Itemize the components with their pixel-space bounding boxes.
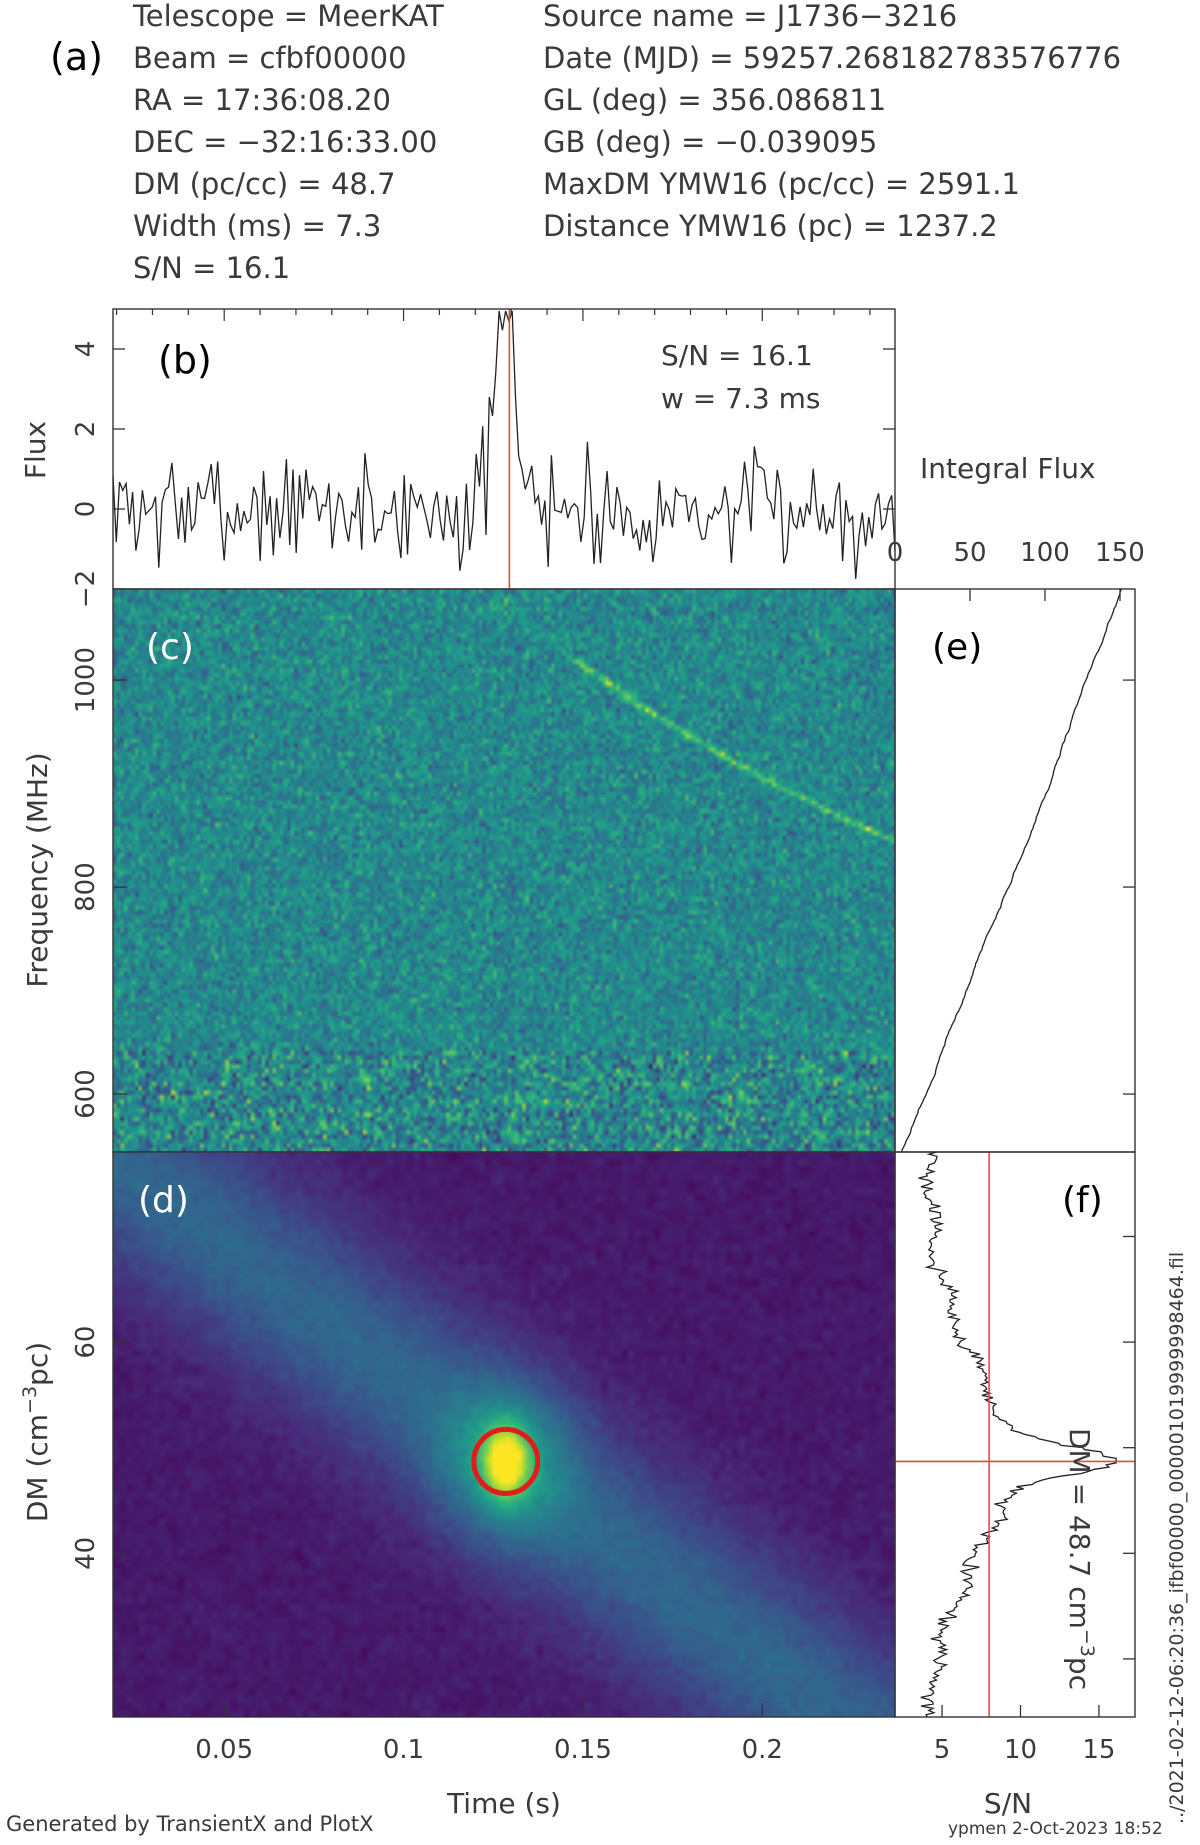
xlabel-snr: S/N: [984, 1787, 1032, 1820]
snr-dm-panel: 5 10 15 (f) DM = 48.7 cm−3pc S/N: [894, 1151, 1136, 1820]
ylabel-dm-end: pc): [21, 1342, 54, 1386]
annotation-dm-end: pc: [1063, 1657, 1096, 1690]
panel-label-a: (a): [50, 35, 103, 79]
panel-label-e: (e): [932, 627, 982, 668]
snr-xtick-label: 10: [1004, 1735, 1037, 1765]
dynamic-spectrum-heatmap: [113, 589, 895, 1152]
header-distance: Distance YMW16 (pc) = 1237.2: [543, 209, 998, 243]
flux-ytick-label: 4: [71, 341, 101, 358]
time-xtick-label: 0.2: [742, 1735, 783, 1765]
footer-filename: ../2021-02-12-06:20:36_ifbf00000_0000010…: [1166, 1252, 1188, 1824]
header-source: Source name = J1736−3216: [543, 0, 957, 33]
header-width: Width (ms) = 7.3: [133, 209, 381, 243]
annotation-width: w = 7.3 ms: [661, 382, 820, 415]
freq-ytick-label: 1000: [71, 647, 101, 713]
xlabel-integral-flux: Integral Flux: [920, 452, 1096, 485]
header-dm: DM (pc/cc) = 48.7: [133, 167, 396, 201]
header-beam: Beam = cfbf00000: [133, 41, 407, 75]
pulse-profile-line: [112, 310, 896, 579]
ylabel-flux: Flux: [19, 421, 52, 479]
flux-ytick-label: 2: [71, 421, 101, 438]
header-telescope: Telescope = MeerKAT: [132, 0, 444, 33]
ylabel-frequency: Frequency (MHz): [21, 752, 54, 987]
header-ra: RA = 17:36:08.20: [133, 83, 391, 117]
annotation-dm-value: DM = 48.7 cm−3pc: [1063, 1428, 1098, 1690]
panel-label-b: (b): [158, 338, 212, 382]
xlabel-time: Time (s): [446, 1787, 561, 1820]
annotation-snr: S/N = 16.1: [661, 339, 813, 372]
flux-ytick-label: −2: [71, 570, 101, 608]
ylabel-dm-sup: −3: [19, 1386, 41, 1414]
footer-user-date: ypmen 2-Oct-2023 18:52: [948, 1819, 1163, 1839]
annotation-dm-main: DM = 48.7 cm: [1063, 1428, 1096, 1629]
flux-ytick-label: 0: [71, 501, 101, 518]
candidate-circle-marker: [471, 1426, 541, 1496]
pulse-profile-panel: −2 0 2 4 (b) S/N = 16.1 w = 7.3 ms Flux: [19, 308, 896, 608]
integral-flux-line: [900, 588, 1123, 1153]
header-date: Date (MJD) = 59257.268182783576776: [543, 41, 1121, 75]
flux-xtick-label: 100: [1020, 538, 1070, 568]
time-xtick-label: 0.1: [383, 1735, 424, 1765]
dm-ytick-label: 60: [71, 1326, 101, 1359]
dm-time-panel: 40 60 0.05 0.1 0.15 0.2 (d) DM (cm−3pc) Time …: [19, 1151, 896, 1820]
snr-dm-frame: [894, 1151, 1136, 1718]
time-xtick-label: 0.05: [195, 1735, 253, 1765]
ylabel-dm: DM (cm−3pc): [19, 1342, 54, 1522]
dm-ytick-label: 40: [71, 1537, 101, 1570]
dm-time-heatmap: [113, 1152, 895, 1717]
snr-dm-line: [918, 1151, 1117, 1718]
panel-label-c: (c): [146, 627, 194, 668]
flux-xtick-label: 0: [887, 538, 904, 568]
header-snr: S/N = 16.1: [133, 251, 290, 285]
ylabel-dm-main: DM (cm: [21, 1414, 54, 1522]
freq-ytick-label: 800: [71, 862, 101, 912]
integral-flux-panel: 0 50 100 150 (e) Integral Flux: [887, 452, 1145, 1153]
flux-xtick-label: 50: [953, 538, 986, 568]
snr-xtick-label: 15: [1082, 1735, 1115, 1765]
footer-generated: Generated by TransientX and PlotX: [6, 1812, 374, 1836]
header-gl: GL (deg) = 356.086811: [543, 83, 886, 117]
flux-xtick-label: 150: [1095, 538, 1145, 568]
snr-xtick-label: 5: [934, 1735, 951, 1765]
header-gb: GB (deg) = −0.039095: [543, 125, 877, 159]
freq-ytick-label: 600: [71, 1069, 101, 1119]
header-maxdm: MaxDM YMW16 (pc/cc) = 2591.1: [543, 167, 1020, 201]
panel-label-f: (f): [1062, 1180, 1103, 1221]
dynamic-spectrum-panel: 600 800 1000 (c) Frequency (MHz): [21, 588, 896, 1153]
panel-label-d: (d): [138, 1180, 189, 1221]
header-dec: DEC = −32:16:33.00: [133, 125, 437, 159]
annotation-dm-sup: −3: [1076, 1629, 1098, 1657]
header-block: (a) Telescope = MeerKAT Beam = cfbf00000…: [50, 0, 1121, 285]
time-xtick-label: 0.15: [554, 1735, 612, 1765]
